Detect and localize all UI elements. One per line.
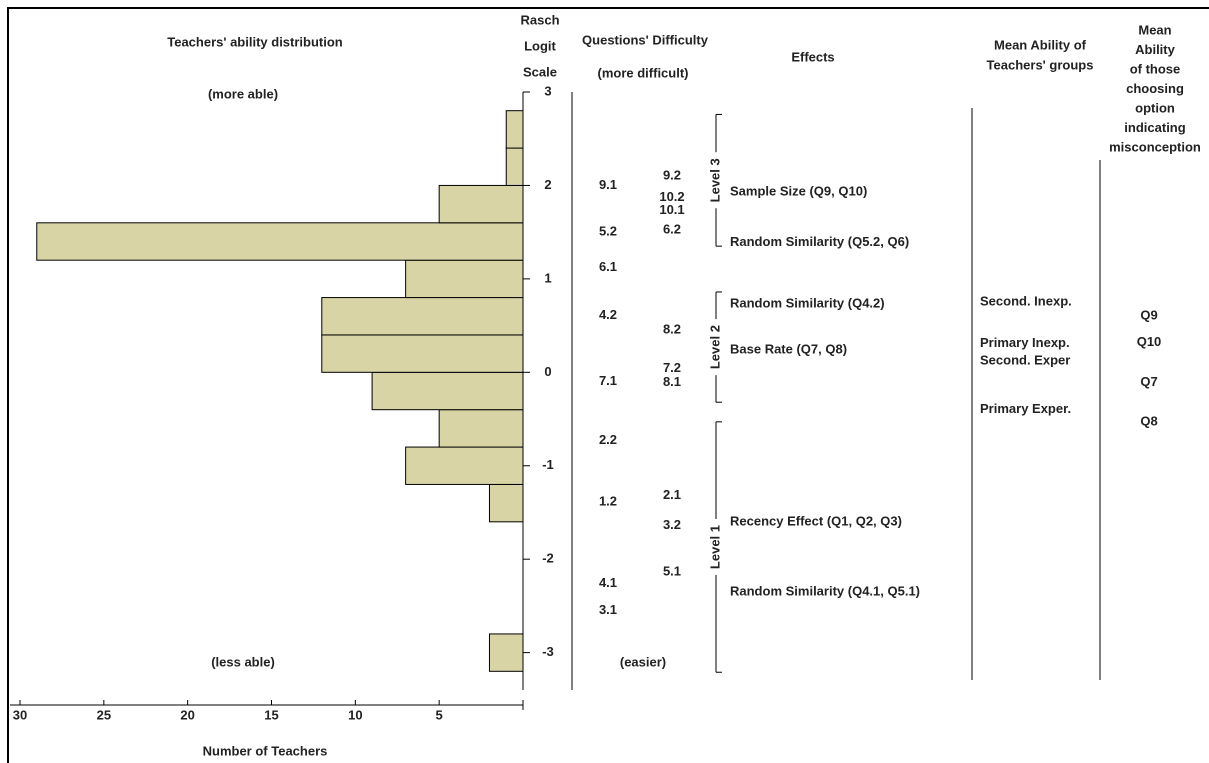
effect-label: Recency Effect (Q1, Q2, Q3) <box>730 513 902 528</box>
group-label: Primary Exper. <box>980 401 1071 416</box>
item-label: 5.1 <box>663 564 681 579</box>
x-tick-label: 10 <box>348 707 362 722</box>
less-able: (less able) <box>211 654 275 669</box>
frame <box>7 7 1209 763</box>
group-label: Primary Inexp. <box>980 335 1070 350</box>
effect-label: Base Rate (Q7, Q8) <box>730 341 847 356</box>
item-label: 1.2 <box>599 494 617 509</box>
histogram-bar <box>488 483 524 523</box>
item-label: 9.2 <box>663 168 681 183</box>
histogram-bar <box>371 371 524 411</box>
group-label: Second. Inexp. <box>980 294 1072 309</box>
item-label: 7.2 <box>663 360 681 375</box>
level-label: Level 1 <box>707 525 722 569</box>
item-label: 10.2 <box>659 189 684 204</box>
x-tick-label: 5 <box>436 707 443 722</box>
item-label: 8.2 <box>663 322 681 337</box>
item-label: 8.1 <box>663 374 681 389</box>
option-label: Q8 <box>1140 413 1157 428</box>
options-header: Mean <box>1138 22 1171 37</box>
effects-header: Effects <box>791 49 834 64</box>
effect-label: Sample Size (Q9, Q10) <box>730 183 867 198</box>
y-tick-label: -1 <box>542 457 554 472</box>
item-label: 7.1 <box>599 373 617 388</box>
easier: (easier) <box>620 654 666 669</box>
x-tick-label: 30 <box>13 707 27 722</box>
histogram-bar <box>505 147 524 186</box>
scale-header: Rasch <box>520 12 559 27</box>
item-label: 2.1 <box>663 487 681 502</box>
item-label: 10.1 <box>659 202 684 217</box>
options-header: choosing <box>1126 81 1184 96</box>
options-header: Ability <box>1135 42 1175 57</box>
item-label: 2.2 <box>599 432 617 447</box>
options-header: indicating <box>1124 120 1185 135</box>
histogram-bar <box>405 259 524 299</box>
x-axis-title: Number of Teachers <box>203 743 328 758</box>
distribution-header: Teachers' ability distribution <box>167 34 343 49</box>
difficulty-header: Questions' Difficulty <box>582 32 709 47</box>
level-label: Level 3 <box>707 158 722 202</box>
more-able: (more able) <box>208 86 278 101</box>
options-header: of those <box>1130 61 1181 76</box>
y-tick-label: -3 <box>542 644 554 659</box>
x-tick-label: 15 <box>264 707 278 722</box>
y-tick-label: 3 <box>544 83 551 98</box>
options-header: option <box>1135 100 1175 115</box>
effect-label: Random Similarity (Q4.2) <box>730 296 885 311</box>
option-label: Q9 <box>1140 308 1157 323</box>
scale-header: Logit <box>524 38 556 53</box>
options-header: misconception <box>1109 139 1201 154</box>
effect-label: Random Similarity (Q4.1, Q5.1) <box>730 583 920 598</box>
histogram-bar <box>321 334 524 373</box>
histogram-bar <box>36 222 524 261</box>
item-label: 9.1 <box>599 177 617 192</box>
groups-header: Mean Ability of <box>994 37 1087 52</box>
item-label: 4.2 <box>599 307 617 322</box>
x-tick-label: 25 <box>97 707 111 722</box>
item-label: 6.2 <box>663 222 681 237</box>
histogram-bar <box>488 633 524 672</box>
item-label: 3.2 <box>663 517 681 532</box>
item-label: 5.2 <box>599 224 617 239</box>
y-tick-label: 2 <box>544 177 551 192</box>
scale-header: Scale <box>523 64 557 79</box>
histogram-bar <box>438 409 524 448</box>
option-label: Q10 <box>1137 334 1162 349</box>
histogram-bar <box>505 110 524 149</box>
item-label: 6.1 <box>599 259 617 274</box>
histogram-bar <box>438 184 524 224</box>
y-tick-label: 1 <box>544 270 551 285</box>
item-label: 4.1 <box>599 575 617 590</box>
group-label: Second. Exper <box>980 353 1070 368</box>
x-tick-label: 20 <box>180 707 194 722</box>
option-label: Q7 <box>1140 374 1157 389</box>
y-tick-label: -2 <box>542 551 554 566</box>
histogram-bar <box>405 446 524 485</box>
histogram-bar <box>321 297 524 336</box>
groups-header: Teachers' groups <box>987 57 1094 72</box>
level-label: Level 2 <box>707 325 722 369</box>
y-tick-label: 0 <box>544 364 551 379</box>
item-label: 3.1 <box>599 602 617 617</box>
more-difficult: (more difficult) <box>598 65 689 80</box>
effect-label: Random Similarity (Q5.2, Q6) <box>730 234 909 249</box>
